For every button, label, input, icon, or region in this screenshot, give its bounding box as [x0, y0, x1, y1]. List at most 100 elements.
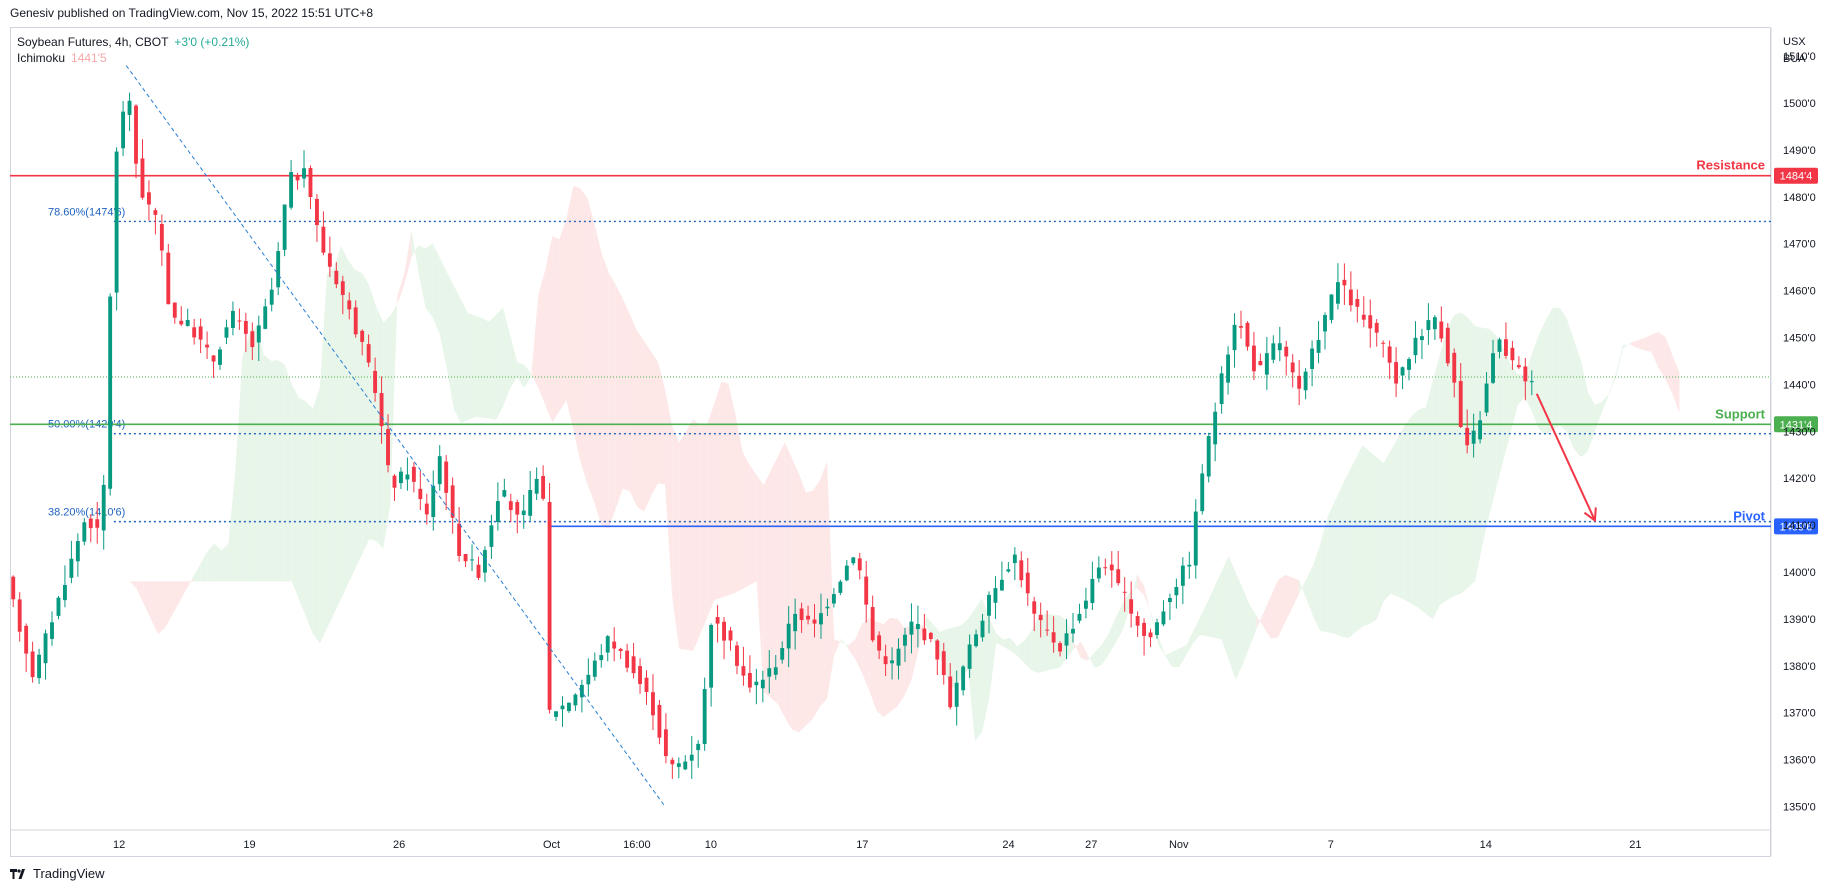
- cloud-segment: [418, 245, 426, 308]
- candle-body: [1038, 614, 1043, 621]
- candle-body: [146, 192, 151, 205]
- footer-brand[interactable]: TradingView: [10, 866, 105, 881]
- cloud-segment: [1256, 612, 1264, 629]
- cloud-segment: [1144, 585, 1152, 615]
- candle-body: [95, 519, 100, 528]
- candle-body: [256, 325, 261, 343]
- cloud-segment: [446, 271, 454, 409]
- cloud-segment: [1630, 340, 1638, 348]
- candle-body: [114, 151, 119, 293]
- candle-body: [1426, 320, 1431, 331]
- cloud-segment: [770, 456, 778, 705]
- candle-body: [30, 651, 35, 678]
- candle-body: [237, 320, 242, 322]
- candle-body: [224, 327, 229, 338]
- candle-body: [1083, 600, 1088, 609]
- x-tick-label: 26: [393, 839, 405, 851]
- cloud-segment: [841, 638, 849, 649]
- candle-body: [638, 666, 642, 685]
- cloud-segment: [834, 638, 842, 656]
- candle-body: [360, 330, 365, 342]
- candle-body: [618, 648, 623, 652]
- candle-body: [528, 490, 533, 516]
- x-tick-label: 21: [1629, 839, 1641, 851]
- cloud-segment: [1087, 652, 1095, 668]
- candle-body: [205, 344, 210, 348]
- candle-body: [1019, 560, 1024, 581]
- candle-body: [1445, 327, 1450, 364]
- y-tick-label: 1430'0: [1783, 426, 1816, 438]
- cloud-segment: [1080, 641, 1088, 661]
- candle-body: [728, 630, 733, 641]
- currency-unit[interactable]: USX BUA: [1783, 34, 1806, 68]
- candle-body: [37, 654, 42, 679]
- legend-indicator-value: 1441'5: [71, 51, 107, 65]
- candle-body: [980, 620, 985, 638]
- cloud-segment: [1320, 517, 1328, 633]
- cloud-segment: [679, 430, 687, 650]
- x-tick-label: 7: [1328, 839, 1334, 851]
- candle-body: [508, 501, 513, 511]
- candle-body: [1251, 345, 1256, 372]
- x-tick-label: 27: [1085, 839, 1097, 851]
- cloud-segment: [1390, 438, 1398, 597]
- candle-body: [1504, 339, 1508, 356]
- candle-body: [1155, 622, 1159, 635]
- candle-body: [153, 210, 158, 215]
- candle-body: [1471, 430, 1476, 444]
- candle-body: [418, 488, 423, 500]
- cloud-segment: [531, 294, 539, 388]
- cloud-segment: [1235, 572, 1243, 680]
- candle-body: [457, 523, 462, 556]
- candle-body: [172, 302, 177, 318]
- cloud-segment: [200, 551, 208, 582]
- cloud-segment: [601, 253, 609, 529]
- cloud-segment: [1601, 393, 1609, 413]
- candle-body: [405, 474, 410, 480]
- candle-body: [1077, 613, 1082, 621]
- candle-body: [631, 656, 636, 674]
- legend-indicator-row[interactable]: Ichimoku 1441'5: [17, 50, 249, 66]
- cloud-segment: [1284, 575, 1293, 623]
- cloud-segment: [256, 325, 264, 582]
- cloud-segment: [1200, 602, 1208, 637]
- cloud-segment: [369, 285, 377, 542]
- candle-body: [211, 355, 216, 362]
- candle-body: [605, 636, 610, 653]
- cloud-segment: [355, 269, 363, 569]
- y-tick-label: 1460'0: [1783, 286, 1816, 298]
- cloud-segment: [1327, 502, 1335, 634]
- candle-body: [1032, 601, 1037, 614]
- x-tick-label: 10: [705, 839, 717, 851]
- candle-body: [1465, 427, 1470, 446]
- candle-body: [1239, 326, 1243, 328]
- candle-body: [1103, 567, 1108, 569]
- candle-body: [1497, 339, 1502, 352]
- x-tick-label: Nov: [1169, 839, 1189, 851]
- cloud-segment: [1531, 335, 1539, 429]
- level-axis-tag-pivot: [1774, 518, 1818, 535]
- cloud-segment: [1644, 335, 1652, 352]
- cloud-segment: [996, 633, 1004, 647]
- candle-body: [702, 689, 707, 744]
- candle-body: [954, 682, 959, 707]
- cloud-segment: [813, 479, 821, 719]
- candle-body: [534, 478, 539, 494]
- cloud-segment: [1446, 315, 1455, 601]
- cloud-segment: [1038, 613, 1046, 673]
- legend-symbol-row[interactable]: Soybean Futures, 4h, CBOT +3'0 (+0.21%): [17, 34, 249, 50]
- candle-body: [1025, 572, 1030, 594]
- cloud-segment: [1355, 445, 1363, 633]
- candle-body: [502, 490, 507, 497]
- level-axis-tag-support: [1774, 416, 1818, 433]
- candle-body: [1381, 342, 1386, 344]
- candle-body: [1264, 353, 1269, 375]
- cloud-segment: [488, 314, 497, 420]
- cloud-segment: [207, 543, 215, 582]
- cloud-segment: [960, 619, 968, 680]
- cloud-segment: [1658, 332, 1666, 379]
- cloud-segment: [503, 307, 511, 407]
- candle-body: [709, 625, 714, 688]
- candle-body: [353, 307, 358, 335]
